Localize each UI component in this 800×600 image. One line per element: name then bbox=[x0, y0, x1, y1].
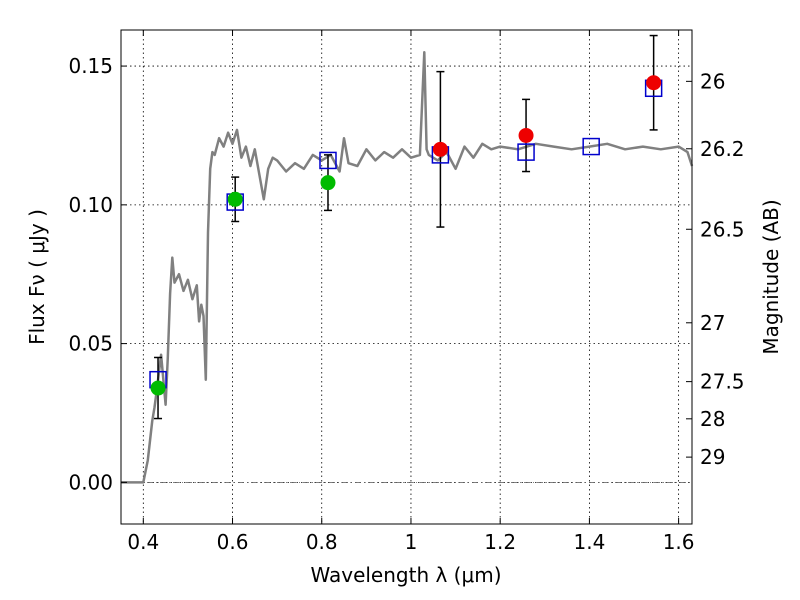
observed-point bbox=[150, 380, 166, 396]
model-photometry-box bbox=[517, 143, 535, 161]
y2-tick-label: 26.2 bbox=[700, 137, 745, 161]
model-photometry-box bbox=[582, 137, 600, 156]
observed-point bbox=[646, 75, 662, 91]
x-tick-label: 0.6 bbox=[217, 530, 249, 554]
model-photometry-box bbox=[319, 151, 337, 170]
x-tick-label: 1 bbox=[405, 530, 418, 554]
x-tick-label: 1.2 bbox=[484, 530, 516, 554]
model-spectrum bbox=[121, 50, 694, 484]
y2-tick-label: 26.5 bbox=[700, 217, 745, 241]
y2-axis-label: Magnitude (AB) bbox=[759, 199, 783, 354]
error-bars bbox=[154, 34, 658, 420]
y2-tick-label: 27 bbox=[700, 311, 725, 335]
y2-tick-label: 26 bbox=[700, 69, 725, 93]
y2-tick-label: 29 bbox=[700, 445, 725, 469]
y-tick-label: 0.10 bbox=[68, 193, 113, 217]
y-tick-label: 0.00 bbox=[68, 470, 113, 494]
y-tick-label: 0.15 bbox=[68, 54, 113, 78]
y2-tick-label: 27.5 bbox=[700, 370, 745, 394]
model-photometry-boxes bbox=[149, 79, 663, 389]
axis-ticks: 0.4 0.6 0.8 1 1.2 1.4 1.6 0.00 0.05 0.10 0.15 26 26.… bbox=[68, 30, 745, 554]
plot-frame bbox=[120, 29, 693, 525]
y-tick-label: 0.05 bbox=[68, 332, 113, 356]
y-axis-label: Flux Fν ( μJy ) bbox=[25, 209, 49, 345]
x-tick-label: 1.4 bbox=[573, 530, 605, 554]
observed-point bbox=[518, 127, 534, 143]
x-tick-label: 1.6 bbox=[663, 530, 695, 554]
observed-point bbox=[432, 141, 448, 157]
x-tick-label: 0.4 bbox=[127, 530, 159, 554]
y2-tick-label: 28 bbox=[700, 407, 725, 431]
observed-point bbox=[320, 175, 336, 191]
model-spectrum-line bbox=[121, 50, 694, 484]
observed-point bbox=[227, 191, 243, 207]
observed-points bbox=[150, 75, 662, 396]
x-axis-label: Wavelength λ (μm) bbox=[310, 563, 501, 587]
x-tick-label: 0.8 bbox=[306, 530, 338, 554]
